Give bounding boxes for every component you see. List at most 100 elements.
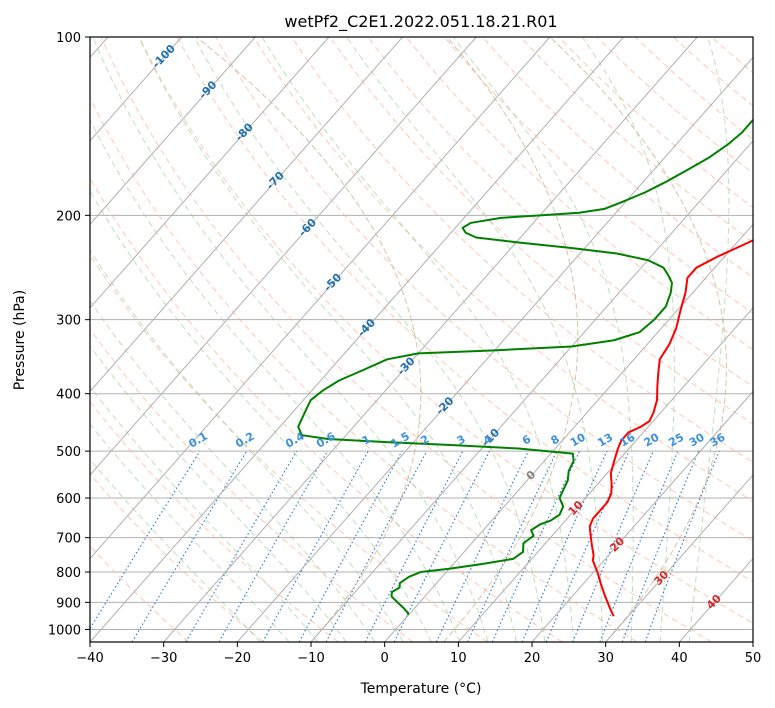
isotherm-line — [752, 641, 753, 642]
dry-adiabat-line — [558, 37, 753, 209]
isotherm-line — [678, 557, 753, 642]
dry-adiabat-line — [90, 253, 488, 642]
x-axis-ticks: −40 −30 −20 −10 0 10 20 30 40 50 — [76, 642, 761, 666]
profile-line — [588, 239, 753, 617]
isotherm-line — [310, 140, 753, 642]
mixing-ratio-label: 6 — [520, 432, 533, 447]
mixing-ratio-line — [644, 450, 720, 642]
isotherm-line — [236, 56, 753, 642]
dry-adiabat-line — [90, 401, 339, 642]
guide-curve — [443, 37, 579, 642]
mixing-ratio-line — [185, 450, 298, 642]
isotherm-lines — [90, 37, 753, 642]
chart-title: wetPf2_C2E1.2022.051.18.21.R01 — [284, 12, 557, 32]
y-axis-ticks: 100 200 300 400 500 600 700 800 900 1000 — [48, 31, 90, 638]
moist-adiabat-line — [90, 248, 404, 642]
y-tick-label: 700 — [56, 532, 81, 547]
dry-adiabat-line — [634, 37, 753, 140]
isotherm-line — [605, 474, 753, 642]
isotherm-line — [90, 37, 624, 642]
isotherm-line — [90, 37, 182, 142]
dry-adiabat-line — [520, 37, 753, 243]
dry-adiabat-line — [90, 96, 638, 642]
y-tick-label: 400 — [56, 388, 81, 403]
dry-adiabat-line — [138, 37, 753, 624]
dry-adiabat-line — [329, 37, 753, 425]
mixing-ratio-label: 0.6 — [314, 429, 338, 450]
dry-adiabat-line — [405, 37, 753, 351]
isotherm-line — [163, 37, 698, 642]
dry-adiabat-line — [367, 37, 753, 388]
moist-adiabat-line — [581, 37, 675, 642]
mixing-ratio-line — [90, 450, 201, 630]
isotherm-line — [90, 37, 551, 560]
isotherm-line — [90, 37, 330, 309]
mixing-ratio-line — [521, 450, 608, 642]
moist-adiabat-line — [193, 37, 546, 642]
mixing-ratio-label: 16 — [617, 430, 637, 449]
mixing-ratio-line — [298, 450, 403, 642]
x-tick-label: 10 — [450, 651, 467, 666]
x-tick-label: 20 — [524, 651, 541, 666]
grid-layer — [90, 37, 753, 630]
moist-adiabat-line — [452, 37, 634, 642]
y-tick-label: 900 — [56, 596, 81, 611]
x-tick-label: −20 — [224, 651, 251, 666]
mixing-ratio-label: 8 — [549, 433, 562, 448]
mixing-ratio-line — [599, 450, 679, 642]
profile-line — [297, 118, 753, 616]
moist-adiabat-line — [90, 458, 261, 642]
moist-adiabat-line — [90, 423, 290, 642]
plot-frame — [89, 36, 754, 643]
x-tick-label: −10 — [297, 651, 324, 666]
dry-adiabat-line — [253, 37, 753, 502]
y-axis-label: Pressure (hPa) — [12, 290, 28, 390]
moist-adiabat-line — [90, 299, 376, 642]
x-tick-label: 50 — [745, 651, 762, 666]
mixing-ratio-label: 1 — [360, 433, 373, 448]
mixing-ratio-line — [325, 450, 428, 642]
dry-adiabat-line — [482, 37, 753, 279]
mixing-ratio-line — [467, 450, 558, 642]
y-tick-label: 300 — [56, 314, 81, 329]
mixing-ratio-lines — [90, 450, 720, 642]
y-tick-label: 600 — [56, 492, 81, 507]
mixing-ratio-label: 2 — [418, 433, 431, 448]
guide-curve — [549, 37, 727, 642]
moist-adiabat-line — [346, 37, 603, 642]
dry-adiabat-line — [90, 328, 414, 642]
isotherm-line — [90, 37, 256, 226]
dry-adiabat-line — [672, 37, 753, 107]
dry-adiabat-line — [711, 37, 753, 74]
x-tick-label: 0 — [381, 651, 389, 666]
mixing-ratio-label: 0.4 — [283, 429, 307, 450]
mixing-ratio-line — [393, 450, 491, 642]
moist-adiabat-line — [92, 37, 489, 642]
moist-adiabat-line — [261, 37, 575, 642]
mixing-ratio-label: 10 — [568, 430, 588, 449]
mixing-ratio-line — [262, 450, 369, 642]
mixing-ratio-label: 0.2 — [233, 430, 256, 451]
chart-labels: -100-90-80-70-60-50-40-30-20-10010203040… — [150, 42, 728, 612]
dry-adiabat-line — [90, 545, 190, 642]
mixing-ratio-label: 25 — [666, 431, 686, 450]
mixing-ratio-label: 13 — [595, 431, 615, 450]
mixing-ratio-line — [545, 450, 630, 642]
x-tick-label: −40 — [76, 651, 103, 666]
dry-adiabat-line — [176, 37, 753, 583]
isotherm-line — [90, 37, 403, 393]
x-tick-label: −30 — [150, 651, 177, 666]
moist-adiabat-line — [90, 118, 461, 642]
mixing-ratio-line — [572, 450, 654, 642]
dry-adiabat-line — [90, 177, 563, 642]
dry-adiabat-line — [291, 37, 753, 463]
mixing-ratio-line — [621, 450, 700, 642]
mixing-ratio-label: 0.1 — [186, 430, 209, 451]
x-axis-label: Temperature (°C) — [360, 681, 482, 697]
moist-adiabat-line — [688, 37, 730, 642]
profile-series — [297, 118, 753, 617]
y-tick-label: 500 — [56, 445, 81, 460]
moist-adiabat-line — [138, 37, 517, 642]
dry-adiabat-line — [90, 473, 264, 642]
